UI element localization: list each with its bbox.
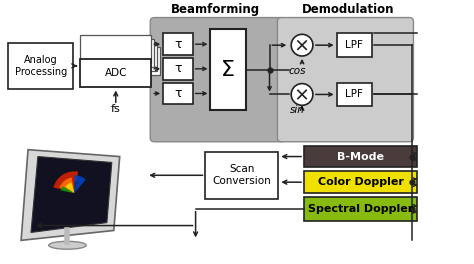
Bar <box>89 47 160 75</box>
Bar <box>337 33 372 57</box>
Bar <box>304 197 418 221</box>
Text: Σ: Σ <box>221 60 235 80</box>
Bar <box>80 35 151 63</box>
Text: τ: τ <box>174 62 182 75</box>
Bar <box>210 29 246 110</box>
Bar <box>80 59 151 87</box>
Wedge shape <box>65 182 74 193</box>
Text: sin: sin <box>290 105 305 115</box>
Bar <box>86 43 157 71</box>
Text: fs: fs <box>111 104 120 114</box>
Ellipse shape <box>49 241 86 249</box>
Bar <box>304 171 418 193</box>
Wedge shape <box>74 175 86 193</box>
Bar <box>304 146 418 167</box>
Circle shape <box>291 84 313 105</box>
Bar <box>205 152 278 199</box>
Bar <box>163 33 192 55</box>
Text: ADC: ADC <box>104 68 127 78</box>
Bar <box>83 39 154 67</box>
Text: Spectral Doppler: Spectral Doppler <box>308 204 413 214</box>
FancyBboxPatch shape <box>277 18 413 142</box>
Text: τ: τ <box>174 87 182 100</box>
Wedge shape <box>61 186 74 193</box>
Text: Analog
Processing: Analog Processing <box>15 55 67 77</box>
Circle shape <box>291 34 313 56</box>
FancyBboxPatch shape <box>150 18 284 142</box>
Text: LPF: LPF <box>346 89 363 100</box>
Bar <box>9 43 73 88</box>
Polygon shape <box>21 150 120 240</box>
Text: B-Mode: B-Mode <box>337 152 384 162</box>
Text: LPF: LPF <box>346 40 363 50</box>
Text: Color Doppler: Color Doppler <box>318 177 404 187</box>
Wedge shape <box>74 181 79 193</box>
Polygon shape <box>31 157 112 233</box>
Text: Beamforming: Beamforming <box>171 3 260 16</box>
Text: cos: cos <box>288 66 306 76</box>
Text: τ: τ <box>174 38 182 51</box>
Bar <box>163 83 192 104</box>
Wedge shape <box>60 177 74 193</box>
Text: Demodulation: Demodulation <box>302 3 395 16</box>
Bar <box>163 58 192 80</box>
Wedge shape <box>54 171 78 193</box>
Bar <box>337 83 372 106</box>
Text: Scan
Conversion: Scan Conversion <box>212 164 271 186</box>
